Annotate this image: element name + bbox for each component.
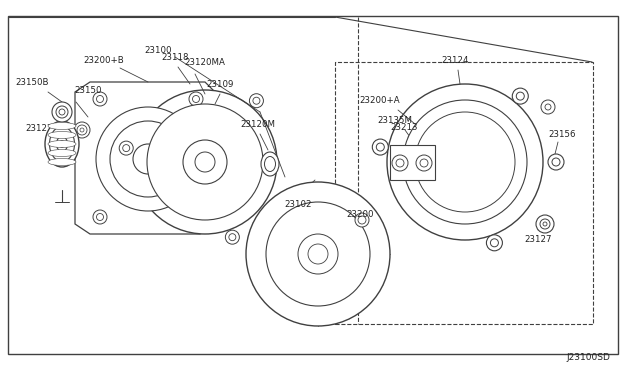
Text: 23150B: 23150B	[15, 77, 49, 87]
Text: 23213: 23213	[390, 122, 418, 131]
Circle shape	[416, 155, 432, 171]
Circle shape	[372, 139, 388, 155]
Circle shape	[430, 127, 500, 197]
Ellipse shape	[45, 121, 79, 167]
Bar	[335, 62, 593, 324]
Ellipse shape	[261, 152, 279, 176]
Circle shape	[96, 107, 200, 211]
Circle shape	[56, 106, 68, 118]
Ellipse shape	[49, 126, 74, 161]
Circle shape	[189, 92, 203, 106]
Circle shape	[392, 155, 408, 171]
Circle shape	[545, 104, 551, 110]
Circle shape	[195, 152, 215, 172]
Polygon shape	[75, 82, 215, 234]
Text: 23200+B: 23200+B	[84, 55, 124, 64]
Text: J23100SD: J23100SD	[566, 353, 610, 362]
Circle shape	[250, 94, 264, 108]
Circle shape	[355, 213, 369, 227]
Text: 23127: 23127	[524, 234, 552, 244]
Circle shape	[266, 202, 370, 306]
Text: 23100: 23100	[144, 45, 172, 55]
Circle shape	[93, 92, 107, 106]
Circle shape	[119, 141, 133, 155]
Circle shape	[376, 143, 384, 151]
Ellipse shape	[48, 158, 76, 166]
Ellipse shape	[48, 122, 76, 129]
Text: 23150: 23150	[74, 86, 102, 94]
Circle shape	[59, 109, 65, 115]
Text: 23102: 23102	[284, 199, 312, 208]
Circle shape	[308, 244, 328, 264]
Circle shape	[52, 102, 72, 122]
Text: 23120MA: 23120MA	[184, 58, 225, 67]
Circle shape	[447, 144, 483, 180]
Text: 23118: 23118	[161, 52, 189, 61]
Circle shape	[133, 144, 163, 174]
Circle shape	[298, 234, 338, 274]
Circle shape	[543, 222, 547, 226]
Circle shape	[490, 239, 499, 247]
Text: 23120M: 23120M	[241, 119, 275, 128]
Circle shape	[486, 235, 502, 251]
Circle shape	[77, 125, 87, 135]
Circle shape	[133, 90, 277, 234]
Circle shape	[193, 96, 200, 103]
Text: 23124: 23124	[441, 55, 468, 64]
Circle shape	[415, 112, 515, 212]
Circle shape	[97, 214, 104, 221]
Circle shape	[183, 140, 227, 184]
Circle shape	[548, 154, 564, 170]
Bar	[390, 145, 435, 180]
Circle shape	[97, 96, 104, 103]
Circle shape	[147, 104, 263, 220]
Text: 23135M: 23135M	[378, 115, 413, 125]
Circle shape	[110, 121, 186, 197]
Circle shape	[420, 159, 428, 167]
Ellipse shape	[48, 131, 76, 138]
Circle shape	[387, 84, 543, 240]
Circle shape	[552, 158, 560, 166]
Text: 23127A: 23127A	[26, 124, 59, 132]
Circle shape	[74, 122, 90, 138]
Circle shape	[536, 215, 554, 233]
Circle shape	[516, 92, 524, 100]
Text: 23156: 23156	[548, 129, 576, 138]
Circle shape	[229, 234, 236, 241]
Circle shape	[541, 100, 555, 114]
Ellipse shape	[48, 141, 76, 148]
Ellipse shape	[56, 137, 67, 151]
Circle shape	[540, 219, 550, 229]
Text: 23200+A: 23200+A	[360, 96, 400, 105]
Circle shape	[225, 230, 239, 244]
Circle shape	[403, 100, 527, 224]
Text: 23200: 23200	[346, 209, 374, 218]
Circle shape	[396, 159, 404, 167]
Circle shape	[80, 128, 84, 132]
Circle shape	[93, 210, 107, 224]
Ellipse shape	[60, 141, 65, 148]
Circle shape	[253, 97, 260, 104]
Circle shape	[246, 182, 390, 326]
Ellipse shape	[264, 157, 275, 171]
Circle shape	[512, 88, 528, 104]
Circle shape	[123, 145, 130, 152]
Text: 23109: 23109	[206, 80, 234, 89]
Circle shape	[358, 216, 366, 224]
Ellipse shape	[48, 150, 76, 157]
